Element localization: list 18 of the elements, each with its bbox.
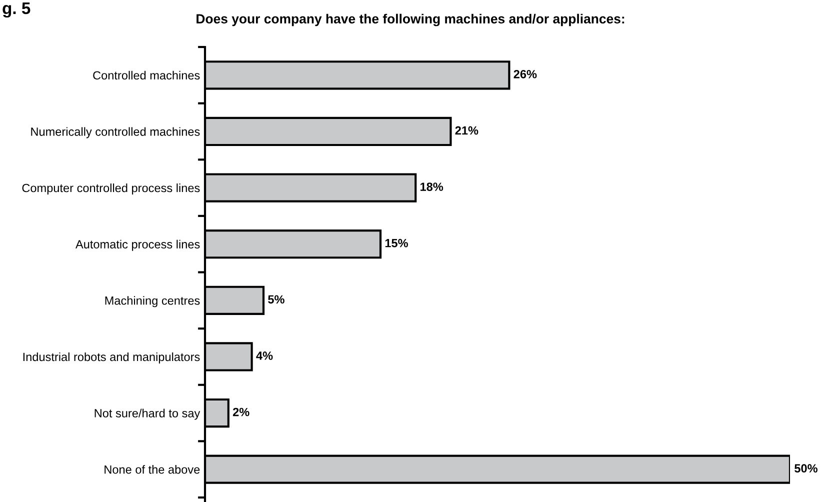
data-label: 4% — [256, 352, 273, 360]
data-label: 21% — [455, 126, 478, 135]
y-tick-label: Computer controlled process lines — [22, 184, 200, 195]
y-tick-label: None of the above — [104, 465, 200, 474]
chart-title: Does your company have the following machines and/or appliances: — [196, 14, 624, 26]
data-label: 5% — [268, 295, 284, 304]
text: g. 5 — [2, 2, 30, 18]
y-tick-label: Numerically controlled machines — [31, 127, 200, 138]
y-tick-label: Industrial robots and manipulators — [23, 352, 200, 364]
data-label: 18% — [420, 182, 444, 191]
y-tick-label: Automatic process lines — [76, 240, 200, 251]
y-tick-label: Not sure/hard to say — [94, 408, 200, 420]
data-label: 26% — [514, 70, 537, 78]
y-tick-label: Controlled machines — [93, 70, 200, 80]
data-label: 2% — [232, 408, 250, 416]
y-tick-label: Machining centres — [105, 296, 200, 308]
data-label: 50% — [794, 464, 818, 473]
data-label: 15% — [385, 238, 408, 248]
